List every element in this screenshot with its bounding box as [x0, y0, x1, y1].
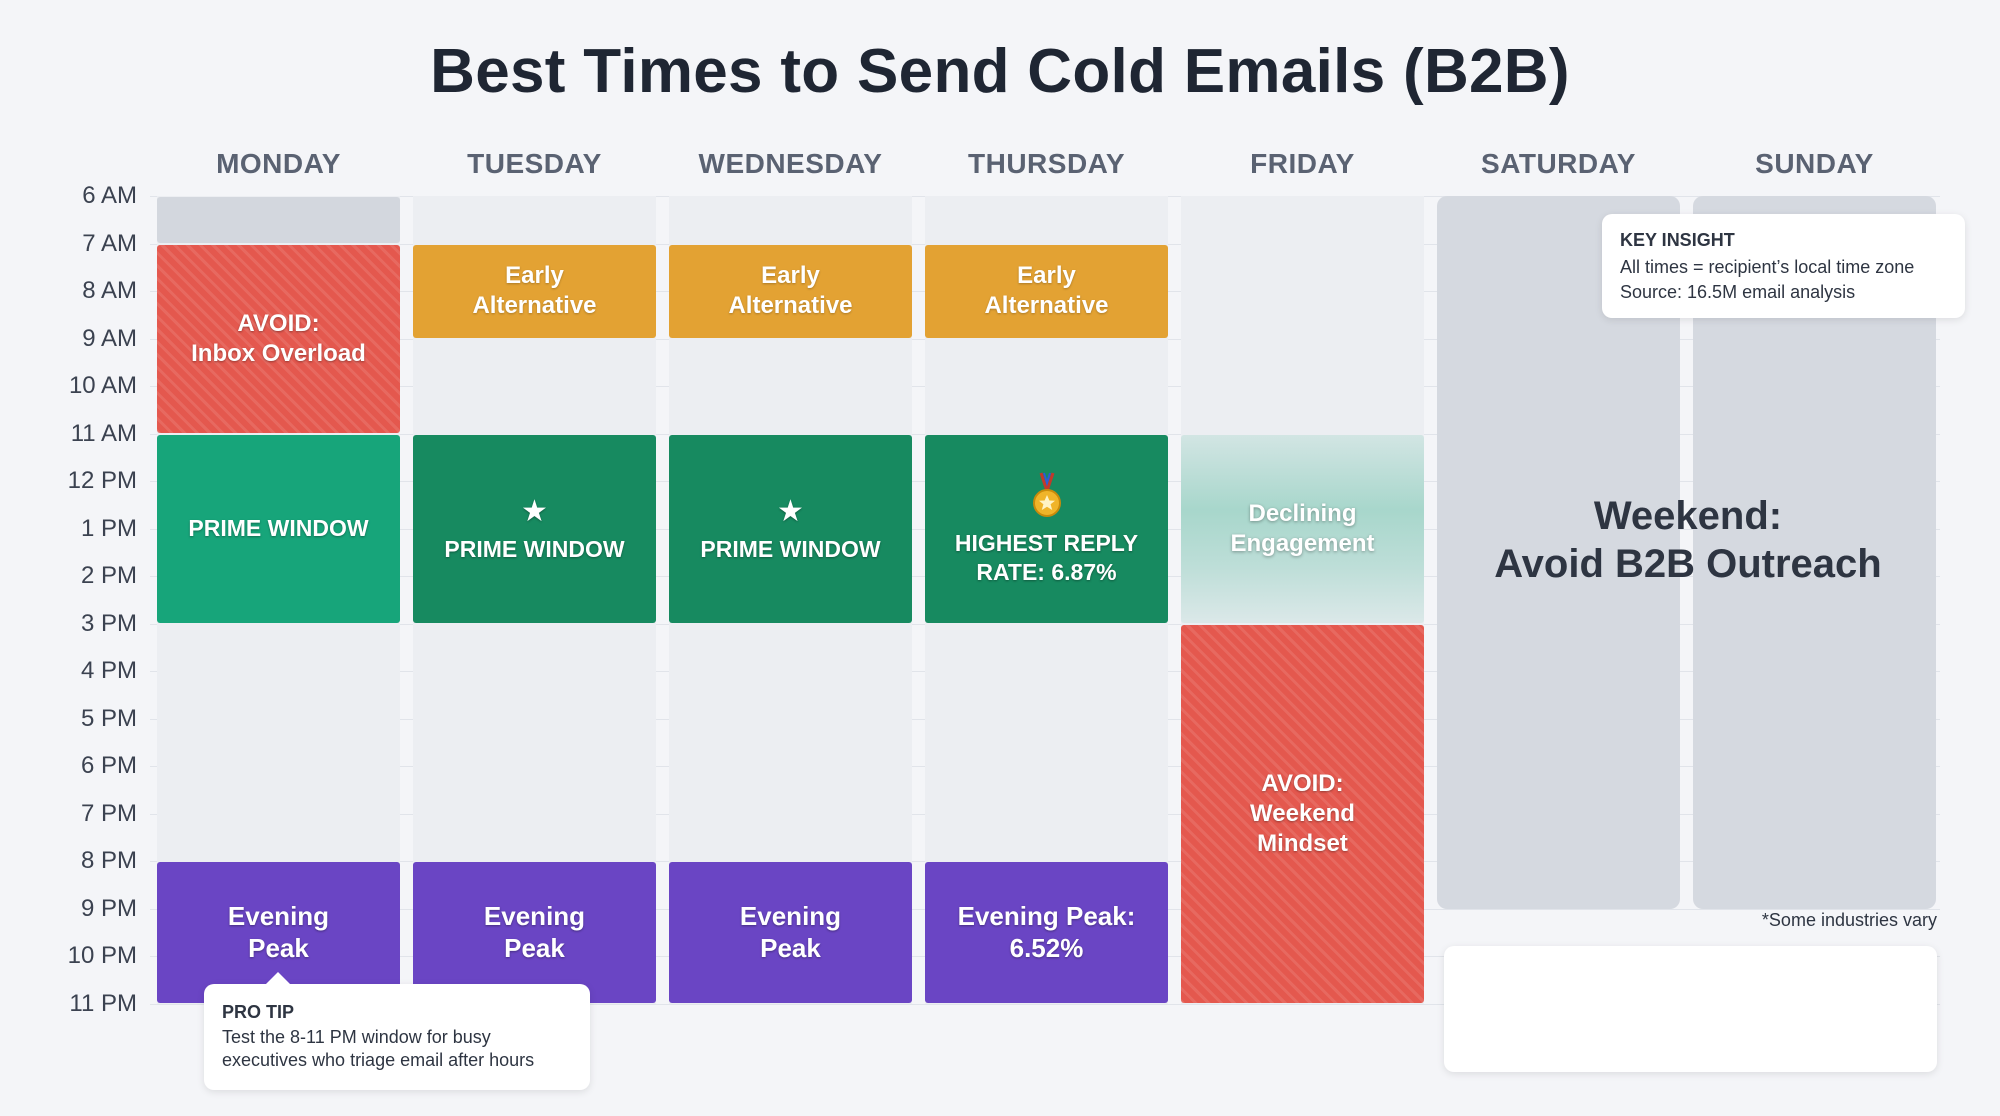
early-block: Early Alternative	[925, 244, 1168, 338]
block-label: AVOID: Weekend Mindset	[1250, 769, 1355, 857]
evening-block: Evening Peak: 6.52%	[925, 862, 1168, 1003]
block-label: PRIME WINDOW	[444, 535, 625, 562]
time-label: 12 PM	[67, 467, 137, 494]
avoid-block: AVOID: Weekend Mindset	[1181, 624, 1424, 1003]
key-insight-line-2: Source: 16.5M email analysis	[1620, 282, 1856, 302]
time-label: 6 AM	[82, 182, 137, 209]
day-label-thursday: THURSDAY	[968, 148, 1125, 179]
time-label: 10 PM	[67, 942, 137, 969]
block-label: Evening Peak: 6.52%	[957, 900, 1136, 964]
early-block: Early Alternative	[669, 244, 912, 338]
pro-tip-line-2: executives who triage email after hours	[222, 1050, 535, 1070]
pro-tip-pointer	[266, 972, 290, 984]
weekend-label: Weekend: Avoid B2B Outreach	[1494, 494, 1882, 586]
block-label: PRIME WINDOW	[188, 515, 369, 542]
time-label: 7 PM	[80, 799, 137, 827]
block-label: Early Alternative	[472, 262, 597, 319]
pro-tip-card: PRO TIP Test the 8-11 PM window for busy…	[204, 972, 590, 1090]
star-icon: ★	[521, 494, 548, 528]
grid-line	[150, 1003, 1940, 1005]
day-label-monday: MONDAY	[216, 148, 341, 179]
time-label: 7 AM	[82, 229, 137, 257]
day-label-saturday: SATURDAY	[1481, 148, 1636, 179]
evening-block: Evening Peak	[413, 862, 656, 1003]
time-label: 3 PM	[80, 609, 137, 637]
neutral-block	[157, 197, 400, 243]
footnote: *Some industries vary	[1761, 910, 1937, 930]
time-label: 1 PM	[80, 514, 137, 542]
time-label: 6 PM	[80, 752, 137, 779]
time-label: 9 PM	[80, 894, 137, 922]
day-label-friday: FRIDAY	[1250, 148, 1355, 179]
day-label-sunday: SUNDAY	[1755, 148, 1874, 179]
time-label: 5 PM	[80, 704, 137, 732]
early-block: Early Alternative	[413, 244, 656, 338]
block-label: Declining Engagement	[1230, 499, 1375, 557]
block-label: Evening Peak	[483, 900, 586, 964]
block-label: Evening Peak	[739, 900, 842, 964]
chart-title: Best Times to Send Cold Emails (B2B)	[430, 37, 1570, 106]
block-label: Evening Peak	[227, 900, 330, 964]
pro-tip-line-1: Test the 8-11 PM window for busy	[222, 1027, 491, 1047]
key-insight-line-1: All times = recipient’s local time zone	[1620, 257, 1915, 277]
prime-block: ★ PRIME WINDOW	[413, 434, 656, 623]
block-label: Early Alternative	[728, 262, 853, 319]
time-label: 9 AM	[82, 324, 137, 352]
prime-block: ★ PRIME WINDOW	[669, 434, 912, 623]
star-icon: ★	[777, 494, 804, 528]
medal-icon	[1032, 471, 1062, 525]
evening-block: Evening Peak	[669, 862, 912, 1003]
time-label: 2 PM	[80, 562, 137, 589]
declining-block: Declining Engagement	[1181, 434, 1424, 623]
block-label: PRIME WINDOW	[700, 535, 881, 562]
block-label: AVOID: Inbox Overload	[191, 309, 366, 367]
prime-block: PRIME WINDOW	[157, 434, 400, 623]
day-label-tuesday: TUESDAY	[467, 148, 602, 179]
time-label: 11 PM	[69, 989, 137, 1017]
time-label: 4 PM	[80, 657, 137, 684]
legend	[1444, 946, 1937, 1072]
block-label: HIGHEST REPLY RATE: 6.87%	[954, 529, 1139, 585]
pro-tip-heading: PRO TIP	[222, 1002, 295, 1022]
prime-block: HIGHEST REPLY RATE: 6.87%	[925, 434, 1168, 623]
block-label: Early Alternative	[984, 262, 1109, 319]
avoid-block: AVOID: Inbox Overload	[157, 244, 400, 433]
key-insight-card: KEY INSIGHT All times = recipient’s loca…	[1602, 214, 1965, 318]
time-label: 11 AM	[70, 419, 137, 447]
time-label: 8 AM	[82, 277, 137, 304]
day-label-wednesday: WEDNESDAY	[698, 148, 883, 179]
key-insight-heading: KEY INSIGHT	[1620, 230, 1735, 250]
time-label: 10 AM	[68, 372, 137, 399]
time-label: 8 PM	[80, 847, 137, 874]
